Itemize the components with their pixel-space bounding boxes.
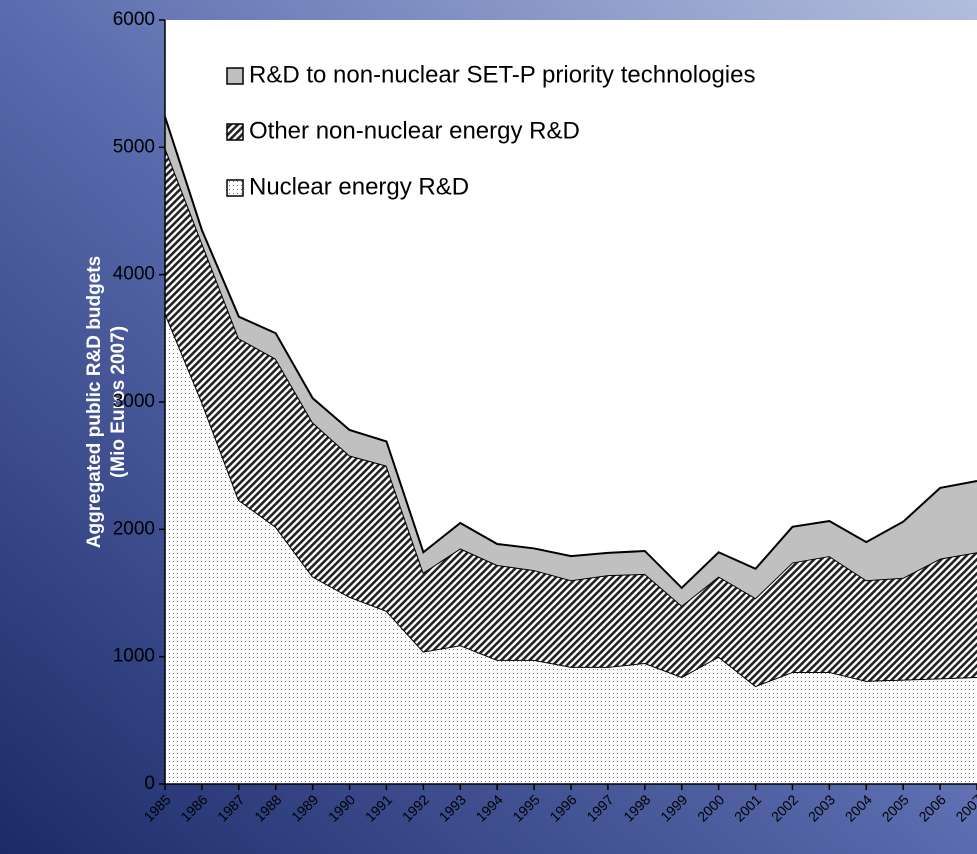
- y-tick-label: 3000: [113, 391, 155, 412]
- y-tick-label: 4000: [113, 264, 155, 285]
- y-tick-label: 6000: [113, 9, 155, 30]
- y-axis-label: (Mio Euros 2007): [108, 326, 129, 478]
- y-tick-label: 0: [144, 773, 155, 794]
- y-tick-label: 1000: [113, 646, 155, 667]
- legend-label: Nuclear energy R&D: [249, 173, 469, 200]
- y-tick-label: 2000: [113, 518, 155, 539]
- legend-swatch: [226, 123, 244, 141]
- legend-label: R&D to non-nuclear SET-P priority techno…: [249, 61, 755, 88]
- area: [165, 116, 977, 606]
- area-outline: [164, 116, 977, 590]
- area: [165, 147, 977, 686]
- legend-label: Other non-nuclear energy R&D: [249, 117, 580, 144]
- y-axis-label: Aggregated public R&D budgets: [84, 256, 105, 548]
- legend-swatch: [226, 67, 244, 85]
- area: [165, 312, 977, 784]
- legend-swatch: [226, 179, 244, 197]
- y-tick-label: 5000: [113, 136, 155, 157]
